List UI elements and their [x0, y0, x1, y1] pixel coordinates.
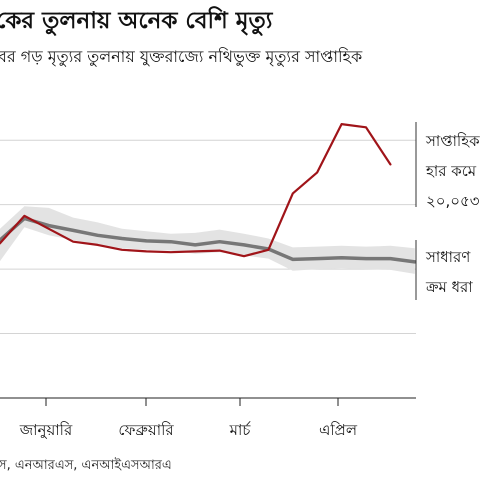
x-tick-label-0: জানুয়ারি: [19, 421, 73, 439]
range-band: [0, 206, 415, 274]
chart-subtitle: বর গড় মৃত্যুর তুলনায় যুক্তরাজ্যে নথিভু…: [0, 47, 363, 66]
annotation-0-line-0: সাপ্তাহিক: [425, 132, 480, 150]
annotation-0-line-2: ২০,০৫৩: [426, 192, 480, 210]
annotation-0-line-1: হার কমে: [425, 162, 477, 180]
annotation-1-line-1: ক্রম ধরা: [425, 278, 473, 296]
annotation-1-line-0: সাধারণ: [425, 248, 471, 266]
x-tick-label-1: ফেব্রুয়ারি: [118, 421, 174, 439]
weekly-deaths-line: [0, 122, 392, 258]
source-note: স, এনআরএস, এনআইএসআরএ: [0, 458, 172, 473]
x-tick-label-2: মার্চ: [229, 421, 252, 439]
average-line: [0, 216, 417, 264]
x-tick-label-3: এপ্রিল: [319, 421, 358, 439]
chart-title: কের তুলনায় অনেক বেশি মৃত্যু: [0, 8, 273, 34]
